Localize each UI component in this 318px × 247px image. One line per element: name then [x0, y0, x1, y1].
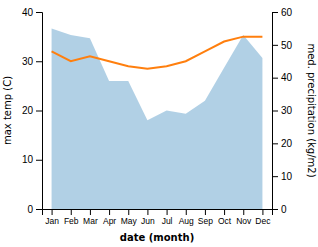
- tick-mark: [272, 78, 278, 79]
- tick-label: Dec: [255, 216, 271, 226]
- tick-mark: [36, 111, 42, 112]
- tick-mark: [262, 209, 263, 215]
- tick-mark: [243, 209, 244, 215]
- tick-label: Mar: [83, 216, 98, 226]
- tick-mark: [186, 209, 187, 215]
- tick-label: Jul: [162, 216, 173, 226]
- tick-label: May: [121, 216, 138, 226]
- tick-label: 20: [281, 138, 293, 149]
- x-axis: Jan Feb Mar Apr MayJun Jul Aug Sep Oct NovDec: [43, 209, 273, 226]
- tick: Apr: [103, 209, 116, 226]
- tick: 50: [272, 40, 293, 51]
- tick-label: 60: [281, 7, 293, 18]
- chart: Jan Feb Mar Apr MayJun Jul Aug Sep Oct NovDec 0 10 2…: [0, 0, 318, 247]
- tick: Jun: [141, 209, 155, 226]
- tick-label: 50: [281, 40, 293, 51]
- tick-mark: [36, 61, 42, 62]
- tick: 0: [27, 204, 42, 215]
- tick-label: Aug: [179, 216, 194, 226]
- tick-mark: [205, 209, 206, 215]
- tick-mark: [272, 176, 278, 177]
- tick-mark: [90, 209, 91, 215]
- tick: Jul: [162, 209, 173, 226]
- area: [52, 28, 263, 209]
- tick: Aug: [179, 209, 194, 226]
- tick: Feb: [64, 209, 79, 226]
- tick-mark: [52, 209, 53, 215]
- tick: 30: [22, 56, 42, 67]
- tick-mark: [147, 209, 148, 215]
- tick: 60: [272, 7, 293, 18]
- y2-axis-title: med. precipitation (kg/m2): [306, 43, 317, 177]
- tick-label: 40: [22, 7, 34, 18]
- tick: 20: [272, 138, 293, 149]
- tick: 10: [272, 171, 293, 182]
- tick-mark: [128, 209, 129, 215]
- tick-label: Sep: [198, 216, 213, 226]
- tick-label: 40: [281, 72, 293, 83]
- plot-area: [52, 28, 263, 209]
- tick-label: 30: [22, 56, 34, 67]
- tick: Dec: [255, 209, 271, 226]
- tick: 30: [272, 105, 293, 116]
- tick: 40: [272, 72, 293, 83]
- tick-label: Jun: [141, 216, 155, 226]
- tick-mark: [36, 12, 42, 13]
- tick-label: Feb: [64, 216, 79, 226]
- tick-label: Nov: [236, 216, 252, 226]
- tick: Mar: [83, 209, 98, 226]
- axis-line: [43, 210, 273, 216]
- tick-mark: [272, 143, 278, 144]
- axis-line: [36, 13, 43, 210]
- tick-mark: [36, 160, 42, 161]
- y-axis: 0 10 20 30 40: [22, 7, 43, 215]
- tick-mark: [272, 209, 278, 210]
- tick-label: Jan: [45, 216, 59, 226]
- tick: Oct: [218, 209, 232, 226]
- tick-mark: [71, 209, 72, 215]
- tick-mark: [224, 209, 225, 215]
- y-axis-title: max temp (C): [2, 76, 13, 145]
- tick: 20: [22, 105, 42, 116]
- y2-axis: 0 10 20 30 40 50 60: [272, 7, 293, 215]
- tick-label: 10: [22, 154, 34, 165]
- tick: 40: [22, 7, 42, 18]
- x-axis-title: date (month): [120, 232, 194, 243]
- tick-label: 0: [27, 204, 33, 215]
- tick: 10: [22, 154, 42, 165]
- tick: Jan: [45, 209, 59, 226]
- tick-label: Apr: [103, 216, 116, 226]
- tick-label: 10: [281, 171, 293, 182]
- tick-label: 30: [281, 105, 293, 116]
- tick-label: Oct: [218, 216, 232, 226]
- tick-label: 20: [22, 105, 34, 116]
- tick-label: 0: [281, 204, 287, 215]
- tick-mark: [272, 45, 278, 46]
- tick-mark: [167, 209, 168, 215]
- tick-mark: [36, 209, 42, 210]
- tick-mark: [272, 12, 278, 13]
- tick: Sep: [198, 209, 213, 226]
- tick-mark: [109, 209, 110, 215]
- axis-line: [273, 13, 279, 210]
- line: [52, 37, 263, 69]
- tick-mark: [272, 111, 278, 112]
- tick: May: [121, 209, 138, 226]
- tick: Nov: [236, 209, 252, 226]
- tick: 0: [272, 204, 287, 215]
